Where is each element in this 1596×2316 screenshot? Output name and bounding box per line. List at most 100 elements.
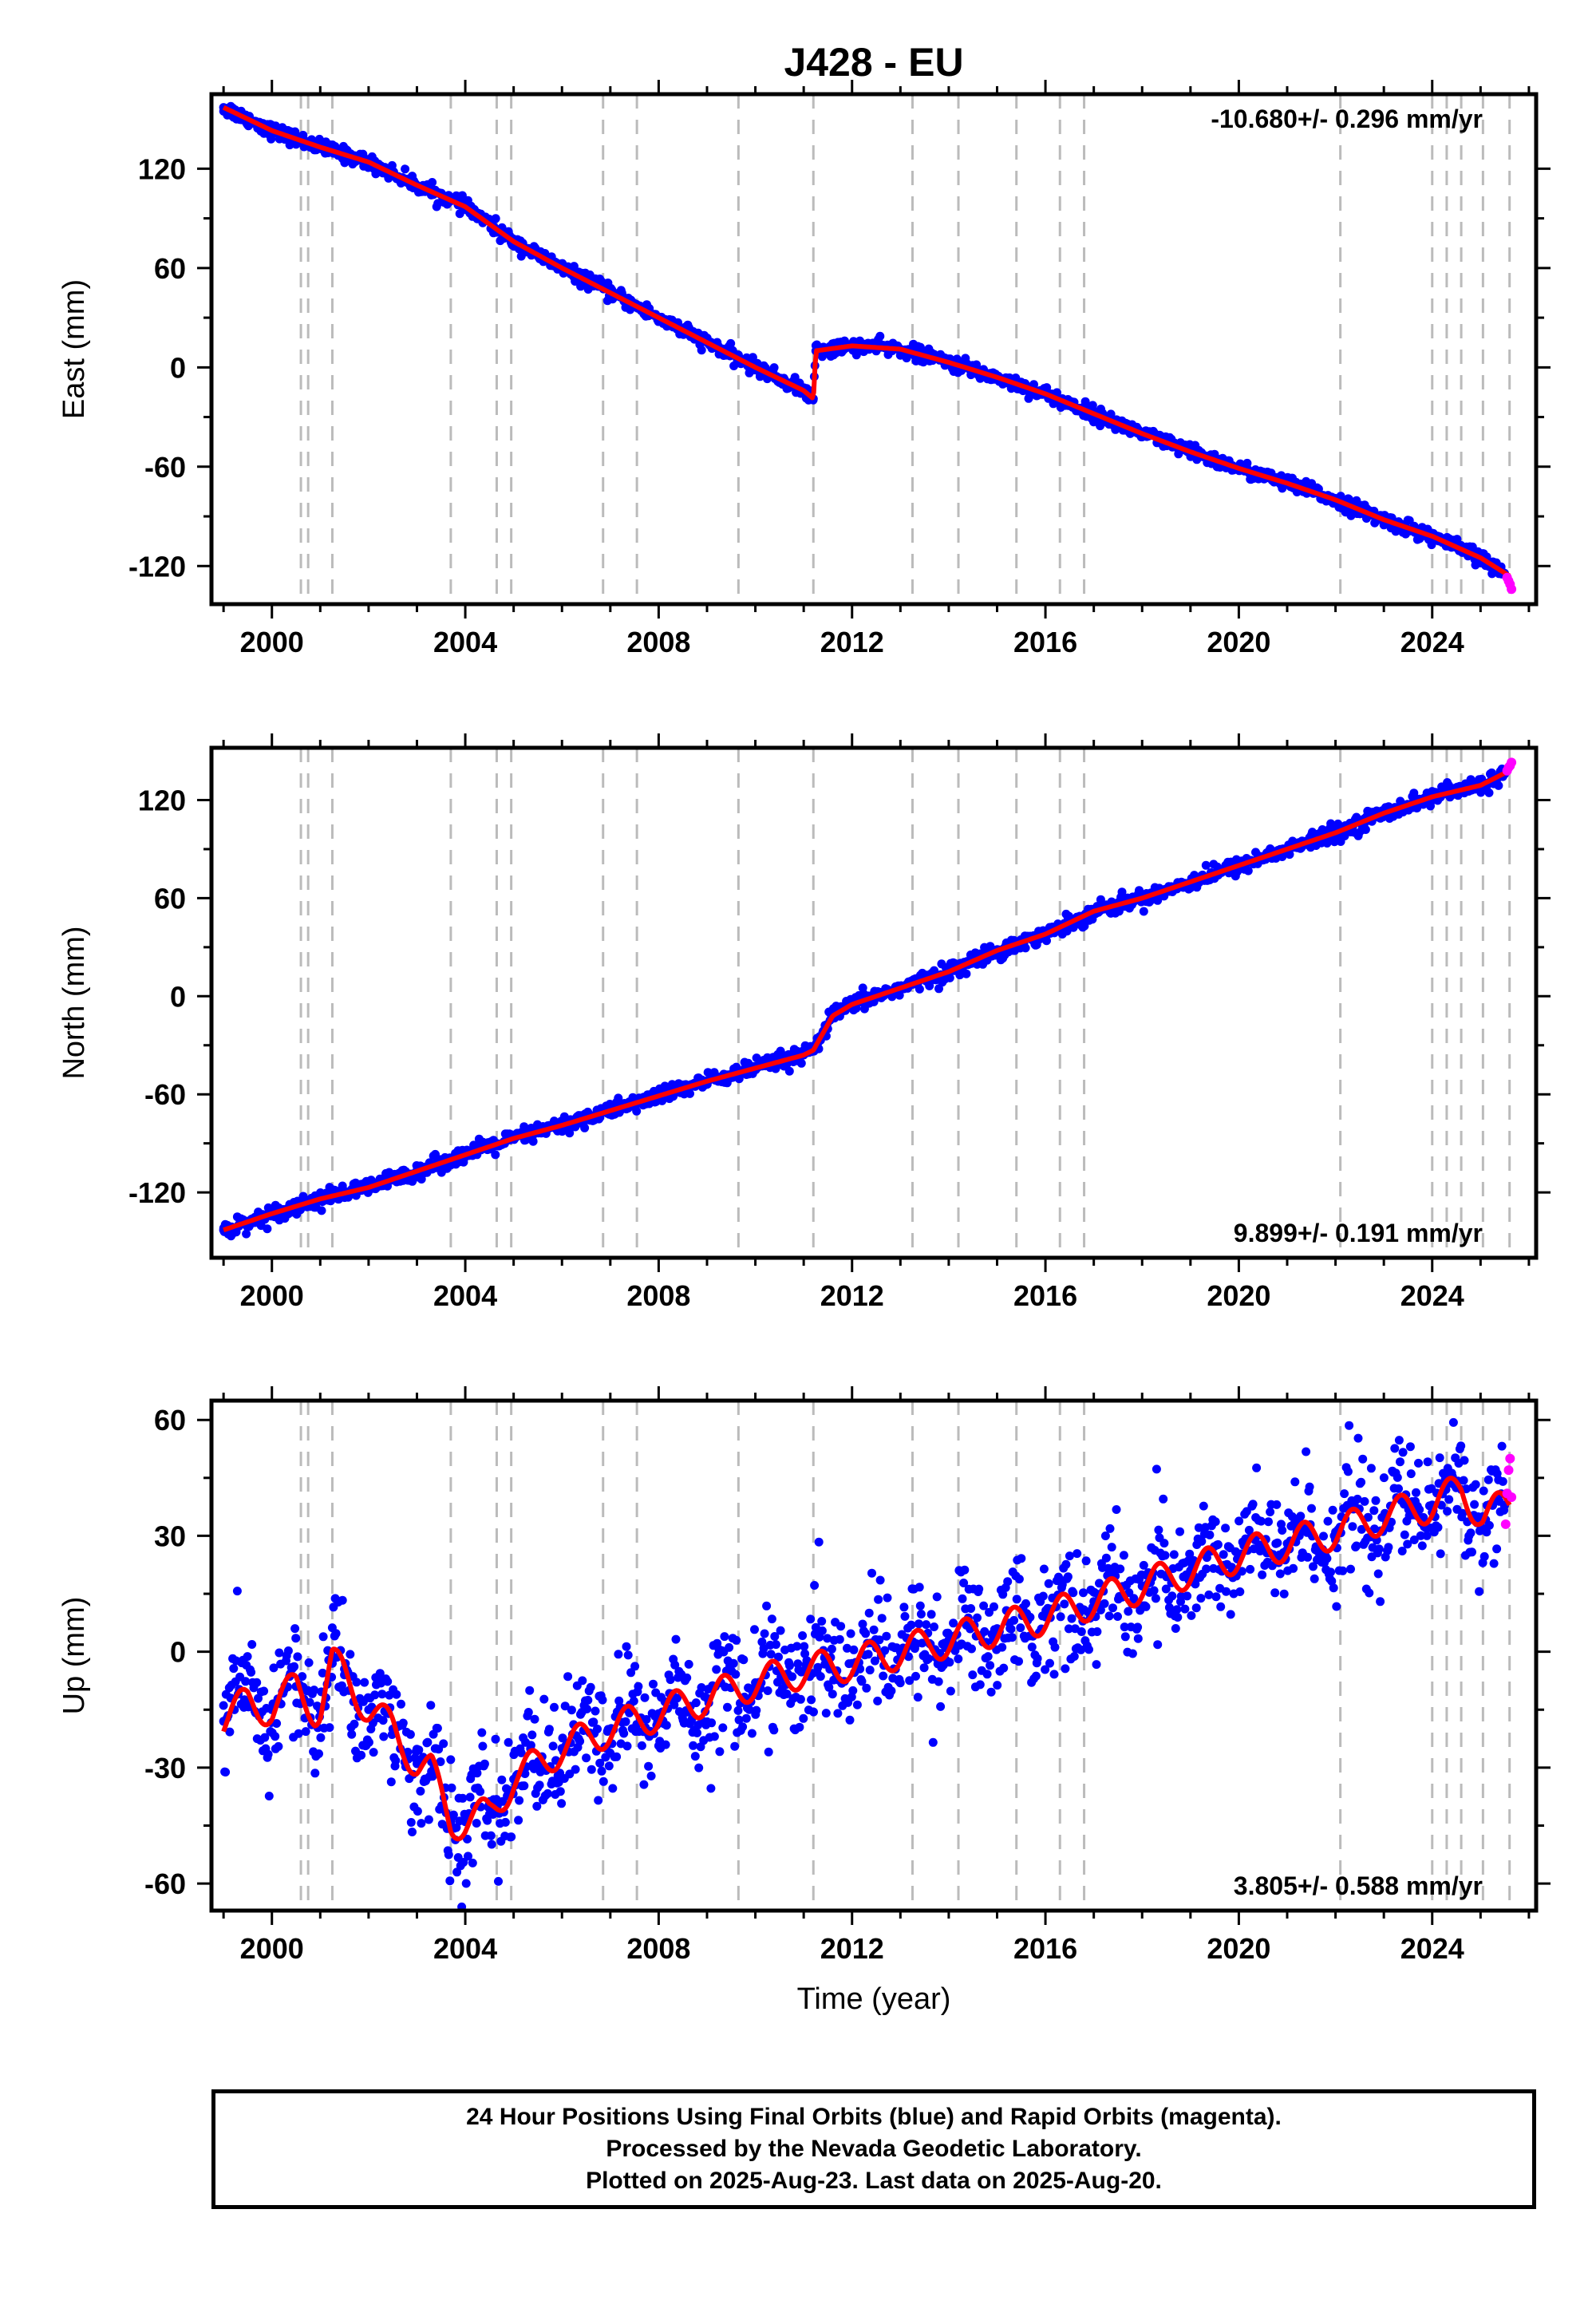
- final-orbit-point: [1213, 1539, 1223, 1549]
- final-orbit-point: [1346, 1564, 1355, 1574]
- final-orbit-point: [934, 984, 943, 994]
- final-orbit-point: [960, 1565, 970, 1575]
- final-orbit-point: [1065, 1551, 1074, 1561]
- final-orbit-point: [738, 1722, 748, 1732]
- final-orbit-point: [979, 1601, 989, 1611]
- final-orbit-point: [476, 1787, 485, 1796]
- final-orbit-point: [1289, 1563, 1298, 1573]
- axes-frame: [209, 1398, 1539, 1913]
- final-orbit-point: [924, 1654, 934, 1663]
- final-orbit-point: [1141, 1602, 1151, 1611]
- final-orbit-point: [597, 1766, 606, 1776]
- final-orbit-point: [899, 1603, 909, 1612]
- final-orbit-point: [932, 1592, 942, 1602]
- final-orbit-point: [1448, 1417, 1458, 1427]
- final-orbit-point: [318, 1632, 328, 1642]
- final-orbit-point: [1003, 1577, 1013, 1587]
- final-orbit-point: [776, 1626, 785, 1635]
- final-orbit-point: [745, 1705, 754, 1714]
- final-orbit-point: [225, 1727, 235, 1737]
- final-orbit-point: [604, 1761, 614, 1771]
- final-orbit-point: [1211, 1517, 1220, 1527]
- final-orbit-point: [1042, 936, 1051, 946]
- final-orbit-point: [1112, 1505, 1121, 1514]
- final-orbit-point: [457, 1902, 467, 1911]
- final-orbit-point: [1060, 1599, 1069, 1609]
- final-orbit-point: [733, 1705, 743, 1715]
- final-orbit-point: [1096, 1605, 1105, 1614]
- final-orbit-point: [1044, 1579, 1053, 1588]
- final-orbit-point: [527, 1730, 537, 1740]
- final-orbit-point: [980, 1626, 990, 1636]
- final-orbit-point: [1191, 1603, 1201, 1613]
- final-orbit-point: [1352, 1541, 1361, 1551]
- final-orbit-point: [1173, 1613, 1183, 1622]
- final-orbit-point: [762, 1601, 772, 1611]
- final-orbit-point: [263, 1749, 273, 1759]
- final-orbit-point: [726, 338, 736, 348]
- final-orbit-point: [1433, 1523, 1443, 1532]
- final-orbit-point: [959, 1579, 969, 1587]
- final-orbit-point: [875, 331, 885, 341]
- final-orbit-point: [922, 1620, 931, 1630]
- final-orbit-point: [1309, 1562, 1317, 1571]
- final-orbit-point: [1063, 1572, 1073, 1582]
- final-orbit-point: [833, 1709, 843, 1718]
- final-orbit-point: [1252, 1463, 1262, 1472]
- final-orbit-point: [975, 1680, 985, 1690]
- final-orbit-point: [486, 1831, 496, 1840]
- final-orbit-point: [408, 1828, 417, 1836]
- rapid-orbit-point: [1503, 1465, 1514, 1476]
- y-tick-label: -30: [144, 1752, 186, 1784]
- final-orbit-point: [682, 1673, 692, 1682]
- final-orbit-point: [1159, 1539, 1169, 1548]
- final-orbit-point: [869, 1625, 879, 1634]
- final-orbit-point: [1365, 1588, 1374, 1598]
- final-orbit-point: [817, 1617, 827, 1626]
- y-tick-label: -120: [128, 550, 186, 583]
- final-orbit-point: [310, 1686, 319, 1695]
- final-orbit-point: [1258, 1570, 1267, 1579]
- final-orbit-point: [649, 1679, 658, 1689]
- y-tick-label: -60: [144, 1078, 186, 1111]
- final-orbit-point: [580, 1123, 590, 1132]
- final-orbit-point: [1226, 1610, 1235, 1619]
- final-orbit-point: [1120, 1622, 1129, 1632]
- final-orbit-point: [369, 1748, 378, 1757]
- final-orbit-point: [1405, 1442, 1415, 1452]
- final-orbit-point: [283, 1646, 293, 1655]
- final-orbit-point: [1153, 1640, 1163, 1650]
- final-orbit-point: [494, 1876, 503, 1886]
- final-orbit-point: [526, 1741, 535, 1750]
- final-orbit-point: [316, 1733, 326, 1742]
- final-orbit-point: [1436, 1549, 1445, 1559]
- final-orbit-point: [1273, 1538, 1282, 1547]
- final-orbit-point: [406, 1818, 416, 1827]
- final-orbit-point: [1153, 895, 1163, 905]
- final-orbit-point: [403, 1747, 413, 1757]
- y-tick-label: 120: [138, 785, 186, 817]
- final-orbit-point: [507, 1832, 516, 1842]
- final-orbit-point: [905, 1676, 915, 1686]
- final-orbit-point: [1398, 1448, 1408, 1457]
- final-orbit-point: [1202, 1564, 1211, 1574]
- x-tick-label: 2020: [1207, 626, 1270, 658]
- final-orbit-point: [621, 1717, 630, 1726]
- panel-north: 2000 2004 2008 2012 2016 2020 2024 -120 -60 0 60 12…: [57, 733, 1551, 1312]
- final-orbit-point: [1444, 1495, 1454, 1504]
- final-orbit-point: [1246, 1564, 1255, 1574]
- final-orbit-point: [1470, 1500, 1479, 1509]
- final-orbit-point: [398, 1718, 408, 1728]
- final-orbit-point: [1266, 1508, 1275, 1516]
- footer-line-2: Processed by the Nevada Geodetic Laborat…: [606, 2136, 1142, 2162]
- final-orbit-point: [690, 1752, 700, 1761]
- final-orbit-point: [593, 1725, 602, 1733]
- final-orbit-point: [1443, 1507, 1452, 1516]
- final-orbit-point: [796, 1058, 806, 1068]
- final-orbit-point: [1329, 1583, 1338, 1593]
- final-orbit-point: [983, 1652, 993, 1662]
- final-orbit-point: [1021, 1599, 1030, 1608]
- final-orbit-point: [835, 1634, 844, 1644]
- final-orbit-point: [516, 1748, 526, 1757]
- final-orbit-point: [1077, 1645, 1086, 1654]
